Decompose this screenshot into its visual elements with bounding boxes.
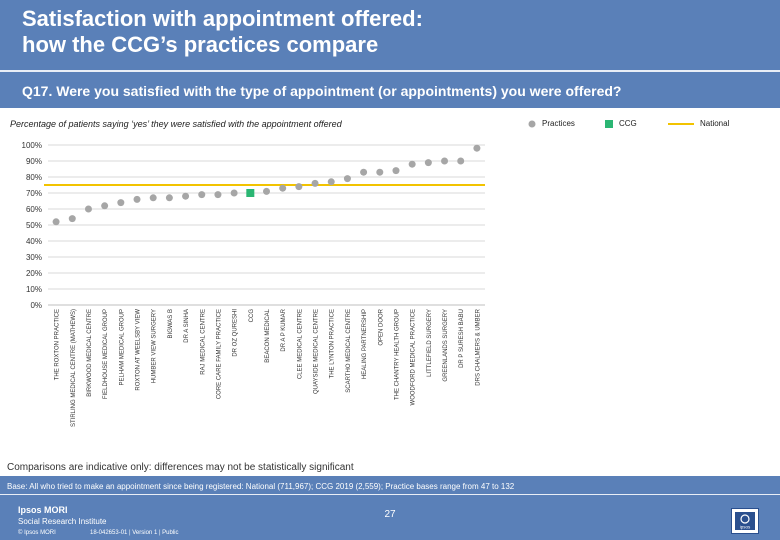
- legend-practices-label: Practices: [542, 119, 575, 128]
- y-tick-label: 40%: [26, 237, 42, 246]
- y-tick-label: 100%: [22, 141, 42, 150]
- x-category-label: DR A SINHA: [184, 309, 190, 343]
- x-category-label: HUMBER VIEW SURGERY: [152, 309, 158, 383]
- practice-marker: [279, 184, 287, 192]
- x-category-label: THE LYNTON PRACTICE: [330, 309, 336, 378]
- x-category-label: PELHAM MEDICAL GROUP: [119, 309, 125, 385]
- ipsos-logo-text: ipsos: [740, 525, 751, 530]
- ipsos-logo-icon: ipsos: [740, 514, 751, 530]
- x-category-label: QUAYSIDE MEDICAL CENTRE: [314, 309, 320, 394]
- x-category-label: BIGWAS B: [168, 309, 174, 338]
- x-category-label: HEALING PARTNERSHIP: [362, 309, 368, 379]
- practice-marker: [133, 195, 141, 203]
- footer-divider: [0, 494, 780, 495]
- ipsos-logo: ipsos: [731, 508, 759, 534]
- x-category-label: BIRKWOOD MEDICAL CENTRE: [87, 309, 93, 397]
- practice-marker: [84, 205, 92, 213]
- x-category-label: DR P SURESH BABU: [459, 309, 465, 368]
- x-category-label: ROXTON AT WEELSBY VIEW: [136, 309, 142, 391]
- practice-comparison-chart: 0% 10% 20% 30% 40% 50% 60% 70% 80% 90% 100% THE ROX…: [22, 141, 485, 427]
- practice-marker: [473, 144, 481, 152]
- practice-marker: [392, 167, 400, 175]
- legend-practices-marker: [528, 120, 536, 128]
- legend-national-label: National: [700, 119, 730, 128]
- practice-marker: [263, 187, 270, 195]
- x-category-label: OPEN DOOR: [378, 308, 384, 345]
- question-text: Q17. Were you satisfied with the type of…: [22, 83, 622, 99]
- y-tick-label: 50%: [26, 221, 42, 230]
- y-tick-label: 0%: [30, 301, 42, 310]
- header-divider: [0, 70, 780, 72]
- x-category-label: LITTLEFIELD SURGERY: [427, 309, 433, 377]
- x-category-label: THE ROXTON PRACTICE: [55, 309, 61, 380]
- x-category-label: CCG: [249, 309, 255, 323]
- brand-subtitle: Social Research Institute: [18, 517, 107, 526]
- y-tick-label: 10%: [26, 285, 42, 294]
- legend-ccg-label: CCG: [619, 119, 637, 128]
- y-tick-label: 80%: [26, 173, 42, 182]
- practice-marker: [117, 199, 125, 207]
- practice-marker: [457, 157, 465, 165]
- practice-marker: [376, 168, 384, 176]
- practice-marker: [149, 194, 157, 202]
- x-category-label: FIELDHOUSE MEDICAL GROUP: [103, 309, 109, 399]
- x-category-label: SCARTHO MEDICAL CENTRE: [346, 309, 352, 393]
- x-category-label: WOODFORD MEDICAL PRACTICE: [411, 309, 417, 405]
- ipsos-logo-mark: ipsos: [735, 512, 755, 530]
- brand-name: Ipsos MORI: [18, 505, 68, 515]
- x-category-label: RAJ MEDICAL CENTRE: [200, 309, 206, 375]
- legend-ccg-marker: [605, 120, 613, 128]
- practice-marker: [101, 202, 109, 210]
- practice-marker: [165, 194, 173, 202]
- footer-banner: [0, 476, 780, 540]
- title-line-1: Satisfaction with appointment offered:: [22, 6, 423, 31]
- reference-text: 18-042653-01 | Version 1 | Public: [90, 530, 179, 536]
- base-note: Base: All who tried to make an appointme…: [7, 482, 515, 491]
- practice-marker: [327, 178, 335, 186]
- x-category-label: DRS CHALMERS & UMBER: [475, 308, 481, 385]
- title-line-2: how the CCG’s practices compare: [22, 32, 379, 57]
- comparisons-note: Comparisons are indicative only: differe…: [7, 462, 354, 473]
- chart-subtitle: Percentage of patients saying ‘yes’ they…: [10, 119, 342, 129]
- practice-marker: [52, 218, 60, 226]
- page-title: Satisfaction with appointment offered: h…: [22, 6, 742, 58]
- practice-marker: [198, 191, 206, 199]
- x-category-label: STIRLING MEDICAL CENTRE (MATHEWS): [71, 309, 77, 427]
- x-category-label: GREENLANDS SURGERY: [443, 309, 449, 382]
- practice-marker: [295, 183, 303, 191]
- practice-marker: [343, 175, 351, 183]
- x-category-label: DR OZ QURESHI: [233, 309, 239, 357]
- practice-marker: [360, 168, 368, 176]
- practice-marker: [214, 191, 222, 199]
- ccg-marker: [246, 189, 255, 197]
- y-tick-label: 20%: [26, 269, 42, 278]
- y-tick-label: 90%: [26, 157, 42, 166]
- y-tick-label: 30%: [26, 253, 42, 262]
- copyright-text: © Ipsos MORI: [18, 530, 56, 536]
- practice-marker: [230, 189, 238, 197]
- legend-national-line: [668, 123, 694, 125]
- practice-marker: [424, 159, 432, 167]
- page-number: 27: [384, 509, 396, 520]
- y-tick-label: 70%: [26, 189, 42, 198]
- x-category-label: DR A P KUMAR: [281, 308, 287, 351]
- x-category-label: CLEE MEDICAL CENTRE: [297, 309, 303, 379]
- practice-marker: [68, 215, 76, 223]
- x-category-label: BEACON MEDICAL: [265, 308, 271, 362]
- practice-marker: [182, 192, 190, 200]
- practice-marker: [408, 160, 416, 168]
- y-tick-label: 60%: [26, 205, 42, 214]
- x-category-label: CORE CARE FAMILY PRACTICE: [216, 309, 222, 399]
- practice-marker: [311, 179, 319, 187]
- practice-marker: [441, 157, 449, 165]
- x-category-label: THE CHANTRY HEALTH GROUP: [394, 309, 400, 400]
- header-banner: [0, 0, 780, 108]
